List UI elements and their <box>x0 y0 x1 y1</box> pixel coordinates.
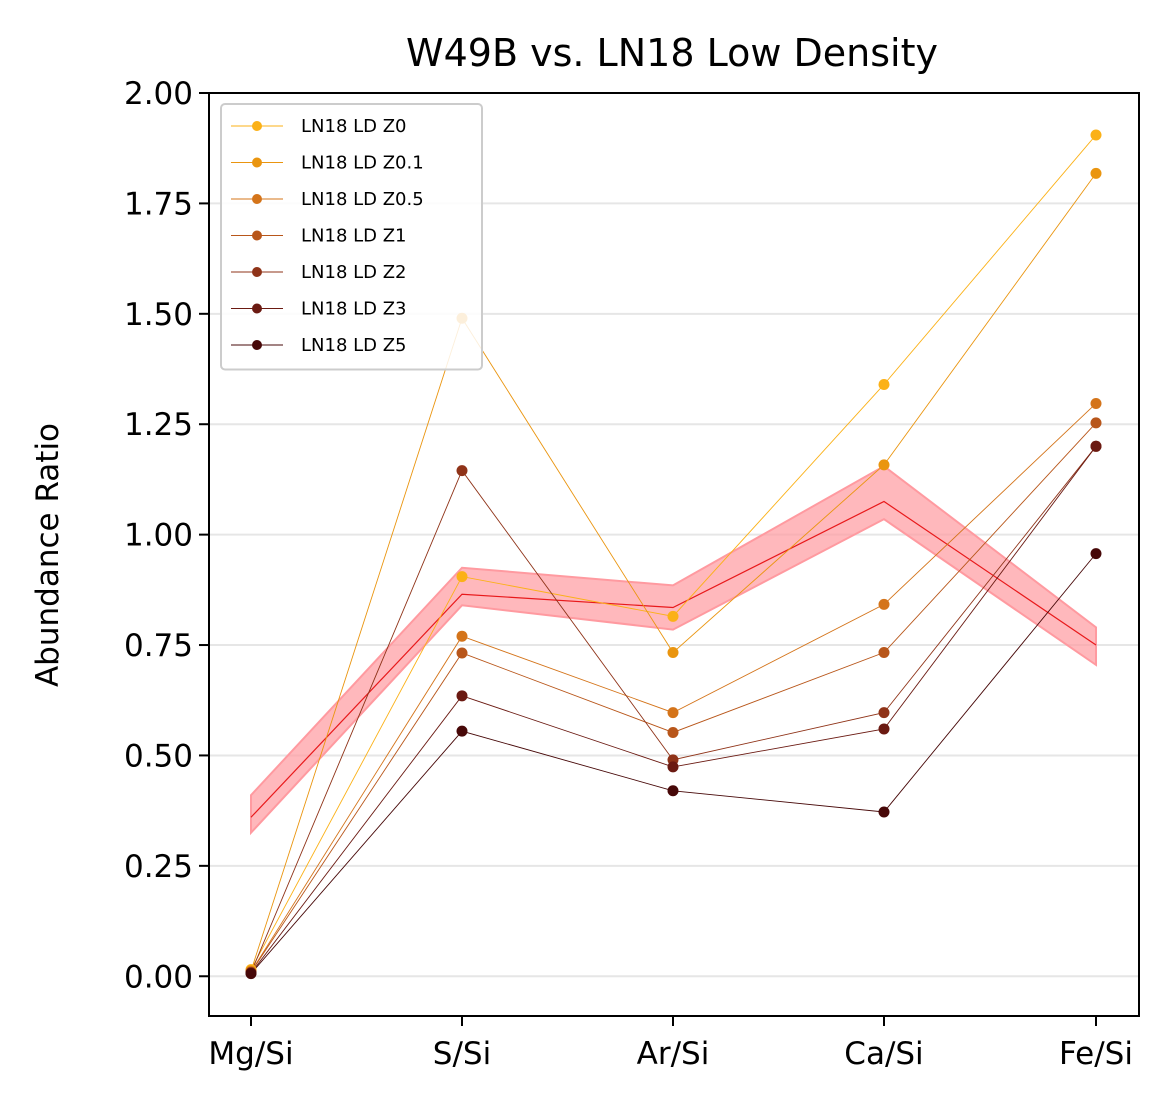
observed-band-area <box>250 464 1097 836</box>
y-axis-label: Abundance Ratio <box>30 423 66 687</box>
legend-marker <box>252 267 262 277</box>
data-point <box>456 647 468 659</box>
legend-label: LN18 LD Z0.5 <box>301 189 424 210</box>
x-tick-label: Fe/Si <box>1059 1036 1133 1072</box>
y-tick-label: 1.00 <box>124 518 193 554</box>
data-point <box>456 725 468 737</box>
y-tick-label: 1.25 <box>124 407 193 443</box>
data-point <box>878 378 890 390</box>
data-point <box>1090 167 1102 179</box>
legend-marker <box>252 340 262 350</box>
x-tick-label: Ca/Si <box>844 1036 923 1072</box>
x-tick-label: S/Si <box>433 1036 491 1072</box>
x-tick-label: Ar/Si <box>637 1036 710 1072</box>
data-point <box>878 723 890 735</box>
y-tick-label: 2.00 <box>124 76 193 112</box>
legend-box <box>220 103 483 371</box>
data-point <box>1090 548 1102 560</box>
data-point <box>1090 417 1102 429</box>
legend-label: LN18 LD Z0 <box>301 116 407 137</box>
data-point <box>667 726 679 738</box>
legend-label: LN18 LD Z0.1 <box>301 153 424 174</box>
legend-marker <box>252 121 262 131</box>
y-tick-label: 1.50 <box>124 297 193 333</box>
x-axis: Mg/Si S/Si Ar/Si Ca/Si Fe/Si <box>208 1016 1133 1072</box>
y-tick-label: 0.00 <box>124 959 193 995</box>
data-point <box>667 785 679 797</box>
observed-band <box>250 464 1097 836</box>
y-tick-label: 0.25 <box>124 849 193 885</box>
observed-line <box>250 500 1097 818</box>
data-point <box>667 610 679 622</box>
series-points <box>245 129 1102 980</box>
data-point <box>667 647 679 659</box>
y-tick-label: 1.75 <box>124 186 193 222</box>
data-point <box>456 465 468 477</box>
legend-label: LN18 LD Z3 <box>301 299 407 320</box>
y-axis: 0.00 0.25 0.50 0.75 1.00 1.25 1.50 1.75 2.00 <box>124 76 209 995</box>
legend: LN18 LD Z0 LN18 LD Z0.1 LN18 LD Z0.5 LN18 L… <box>220 103 483 371</box>
legend-marker <box>252 303 262 314</box>
chart-title: W49B vs. LN18 Low Density <box>406 31 938 75</box>
data-point <box>456 630 468 642</box>
data-point <box>456 690 468 702</box>
legend-label: LN18 LD Z5 <box>301 335 407 356</box>
legend-label: LN18 LD Z1 <box>301 226 407 247</box>
data-point <box>878 707 890 719</box>
x-tick-label: Mg/Si <box>208 1036 293 1072</box>
data-point <box>878 647 890 659</box>
legend-marker <box>252 194 262 204</box>
y-tick-label: 0.75 <box>124 628 193 664</box>
data-point <box>1090 440 1102 452</box>
data-point <box>878 806 890 818</box>
legend-marker <box>252 230 262 241</box>
data-point <box>1090 129 1102 141</box>
data-point <box>1090 397 1102 409</box>
data-point <box>878 459 890 471</box>
data-point <box>878 598 890 610</box>
data-point <box>456 571 468 583</box>
data-point <box>667 761 679 773</box>
y-tick-label: 0.50 <box>124 738 193 774</box>
legend-label: LN18 LD Z2 <box>301 262 407 283</box>
legend-marker <box>252 157 262 168</box>
data-point <box>245 968 257 980</box>
data-point <box>667 707 679 719</box>
